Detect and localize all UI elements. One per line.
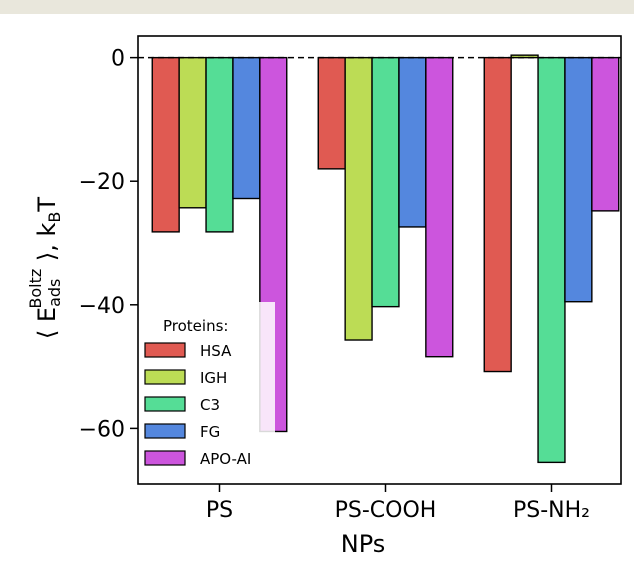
bar-igh-1: [344, 56, 373, 341]
x-axis-label: NPs: [341, 530, 386, 558]
y-tick-label: −40: [79, 294, 125, 319]
y-axis-label-sub2: B: [45, 212, 64, 223]
y-axis-label-mid: ⟩, k: [33, 222, 61, 268]
y-axis-label-sub: ads: [45, 279, 64, 307]
bar-apo-ai-1: [425, 56, 454, 358]
y-axis-label-end: T: [33, 197, 61, 213]
legend-swatch-igh: [144, 369, 186, 385]
y-axis-ticks: 0 −20 −40 −60: [79, 47, 138, 442]
y-axis-label-open: ⟨ E: [33, 307, 61, 339]
bar-hsa-2: [483, 56, 512, 373]
legend-label-c3: C3: [200, 396, 220, 414]
bar-fg-2: [564, 56, 593, 303]
bar-c3-0: [205, 56, 234, 233]
y-axis-label: ⟨ EadsBoltz ⟩, kBT: [26, 197, 64, 339]
x-axis-ticks: PS PS-COOH PS-NH₂: [206, 484, 590, 523]
legend-swatch-c3: [144, 396, 186, 412]
x-tick-label: PS-NH₂: [513, 498, 590, 523]
bar-igh-2: [510, 54, 539, 59]
bar-c3-1: [371, 56, 400, 308]
legend: Proteins: HSA IGH C3 FG APO-AI: [144, 302, 275, 480]
legend-label-igh: IGH: [200, 369, 227, 387]
bar-hsa-0: [151, 56, 180, 233]
legend-items: HSA IGH C3 FG APO-AI: [144, 342, 251, 468]
legend-label-fg: FG: [200, 423, 220, 441]
legend-swatch-fg: [144, 423, 186, 439]
top-band: [0, 0, 634, 14]
legend-label-hsa: HSA: [200, 342, 232, 360]
x-tick-label: PS: [206, 498, 233, 523]
y-tick-label: −20: [79, 170, 125, 195]
bar-c3-2: [537, 56, 566, 464]
x-tick-label: PS-COOH: [335, 498, 437, 523]
bar-apo-ai-2: [591, 56, 620, 212]
bar-igh-0: [178, 56, 207, 209]
legend-swatch-apo-ai: [144, 450, 186, 466]
legend-title: Proteins:: [163, 317, 228, 335]
y-tick-label: −60: [79, 417, 125, 442]
legend-label-apo-ai: APO-AI: [200, 450, 251, 468]
y-tick-label: 0: [111, 47, 125, 72]
legend-swatch-hsa: [144, 342, 186, 358]
plot-frame: [137, 35, 622, 485]
legend-box: [145, 302, 275, 480]
bar-hsa-1: [317, 56, 346, 170]
bar-fg-0: [232, 56, 261, 200]
y-axis-label-sup: Boltz: [26, 269, 45, 309]
bar-fg-1: [398, 56, 427, 228]
